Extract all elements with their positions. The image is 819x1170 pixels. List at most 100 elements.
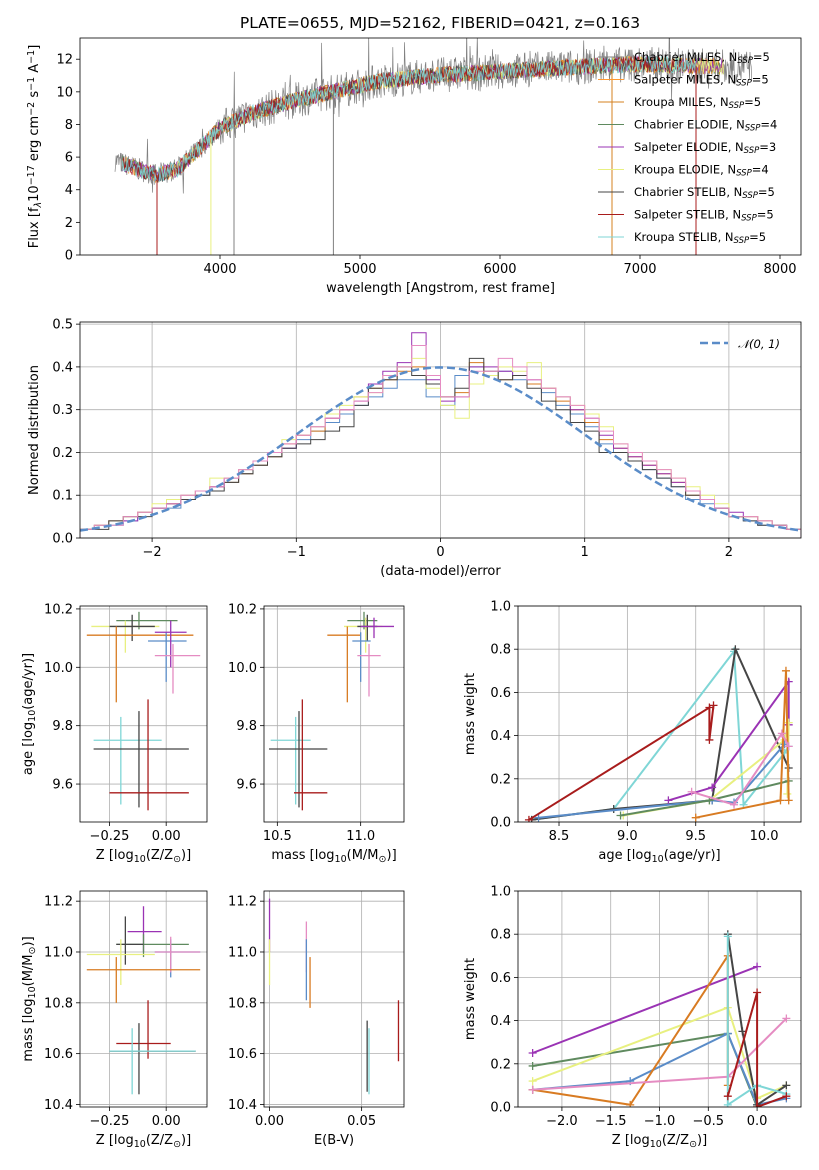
x-tick-label: 5000: [343, 262, 376, 277]
error-bar-point: [86, 939, 155, 986]
error-bar-point: [327, 626, 361, 703]
error-bar-point: [86, 957, 201, 1003]
weight-marker: [528, 1049, 537, 1057]
axes-frame: [517, 605, 802, 823]
x-tick-label: 6000: [483, 262, 516, 277]
y-tick-label: 10.4: [228, 1098, 257, 1113]
axes-frame: [517, 890, 802, 1108]
weight-marker: [528, 1061, 537, 1070]
error-bar-point: [154, 936, 201, 973]
error-bar-point: [109, 614, 155, 642]
legend-label: Chabrier ELODIE, NSSP=4: [634, 118, 777, 134]
x-tick-label: −1: [287, 545, 306, 560]
y-tick-label: 0.2: [490, 1057, 511, 1072]
error-bar-point: [116, 934, 189, 958]
y-axis-label: mass weight: [463, 673, 478, 755]
x-tick-label: 7000: [623, 262, 656, 277]
plot-area: [114, 38, 753, 255]
error-bar-point: [109, 1028, 196, 1095]
y-tick-label: 1.0: [490, 885, 511, 900]
weight-marker: [664, 796, 673, 805]
weight-marker: [528, 1085, 537, 1094]
weight-marker: [782, 1092, 791, 1101]
weight-line: [528, 705, 715, 821]
y-tick-label: 0.8: [490, 928, 511, 943]
error-bar-point: [148, 632, 187, 682]
y-axis-label: mass [log10(M/M⊙)]: [21, 936, 38, 1061]
plot-area: [524, 645, 793, 822]
weight-line: [726, 936, 787, 1107]
y-tick-label: 11.2: [228, 895, 257, 910]
y-tick-label: 10.8: [44, 996, 73, 1011]
weight-line: [691, 731, 790, 806]
error-bar-point: [109, 1023, 196, 1095]
histogram-step: [80, 345, 801, 538]
age-vs-metallicity-panel: −0.25 0.00 9.6 9.8 10.0 10.2 Z [log10(Z/Z⊙)] ag…: [21, 602, 208, 865]
weight-line: [532, 1032, 759, 1107]
normal-curve: [80, 366, 801, 532]
weight-line: [726, 992, 787, 1107]
y-tick-label: 6: [65, 151, 73, 166]
axes-frame: [79, 890, 208, 1108]
x-axis-label: age [log10(age/yr)]: [598, 848, 720, 865]
mass-vs-reddening-panel: 0.00 0.05 10.4 10.6 10.8 11.0 11.2 E(B-V): [228, 890, 405, 1148]
weight-line: [668, 678, 790, 802]
y-tick-label: 0.0: [490, 816, 511, 831]
x-tick-label: 0: [436, 545, 444, 560]
y-axis-label: age [log10(age/yr)]: [21, 653, 38, 775]
x-tick-label: 8.5: [549, 829, 570, 844]
weight-marker: [776, 796, 785, 805]
legend-label: Salpeter MILES, NSSP=5: [634, 73, 769, 89]
y-tick-label: 0.2: [52, 446, 73, 461]
weight-marker: [753, 1103, 762, 1107]
y-tick-label: 2: [65, 216, 73, 231]
error-bar-point: [86, 626, 194, 703]
x-axis-label: mass [log10(M/M⊙)]: [271, 848, 396, 865]
y-tick-label: 8: [65, 118, 73, 133]
figure-title: PLATE=0655, MJD=52162, FIBERID=0421, z=0…: [240, 14, 640, 32]
axes-frame: [79, 321, 802, 539]
error-bar-point: [109, 699, 189, 811]
plot-area: [80, 332, 801, 538]
x-tick-label: −0.25: [90, 829, 130, 844]
weight-line: [532, 965, 758, 1054]
x-tick-label: 11.0: [346, 829, 375, 844]
weight-marker: [723, 1100, 732, 1107]
weight-marker: [782, 1081, 791, 1090]
residual-histogram-panel: −2 −1 0 1 2 0.0 0.1 0.2 0.3 0.4 0.5 (data-model)/er…: [27, 318, 802, 579]
x-tick-label: −0.5: [693, 1114, 725, 1129]
axes-frame: [263, 890, 405, 1108]
legend-label: Chabrier STELIB, NSSP=5: [634, 185, 775, 201]
y-tick-label: 0.0: [52, 532, 73, 547]
plot-area: [268, 898, 400, 1095]
y-tick-label: 0.0: [490, 1101, 511, 1116]
x-tick-label: −2.0: [546, 1114, 578, 1129]
weight-marker: [524, 815, 533, 822]
x-tick-label: 0.05: [347, 1114, 376, 1129]
weight-marker: [691, 813, 700, 822]
error-bar-point: [116, 1000, 171, 1059]
y-tick-label: 12: [56, 53, 73, 68]
weight-marker: [753, 962, 762, 971]
y-tick-label: 10.2: [44, 602, 73, 617]
error-bar-point: [294, 699, 328, 811]
legend-label: 𝒩(0, 1): [738, 337, 780, 351]
weight-marker: [616, 811, 625, 820]
weight-marker: [534, 813, 543, 822]
weight-marker: [753, 988, 762, 997]
y-tick-label: 11.0: [228, 945, 257, 960]
legend-label: Kroupa STELIB, NSSP=5: [634, 230, 766, 246]
error-bar-point: [360, 617, 394, 639]
weight-marker: [705, 735, 714, 744]
x-tick-label: 10.0: [750, 829, 779, 844]
x-tick-label: 0.0: [747, 1114, 768, 1129]
y-tick-label: 11.2: [44, 895, 73, 910]
y-tick-label: 9.8: [236, 719, 257, 734]
weight-marker: [784, 718, 793, 727]
y-axis-label: Normed distribution: [27, 365, 42, 495]
error-bar-point: [269, 711, 328, 808]
error-bar-point: [357, 643, 381, 697]
y-tick-label: 4: [65, 183, 73, 198]
error-bar-point: [93, 711, 189, 808]
x-tick-label: −1.0: [644, 1114, 676, 1129]
